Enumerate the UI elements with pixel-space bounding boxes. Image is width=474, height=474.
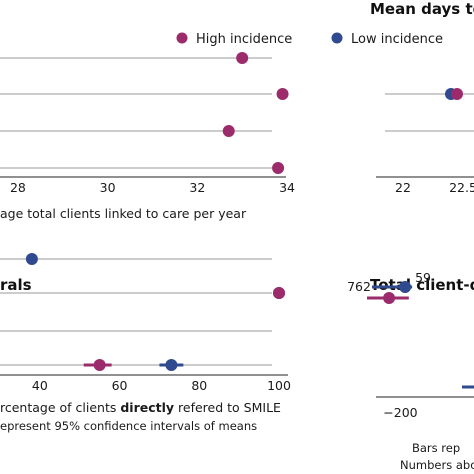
referrals-axis-label-part-1: rcentage of clients bbox=[0, 400, 120, 415]
clients-linked-axis-label: age total clients linked to care per yea… bbox=[0, 206, 247, 221]
directly-referred-tick-label: 80 bbox=[191, 378, 207, 393]
clients-linked-tick-label: 30 bbox=[100, 180, 116, 195]
total-client-days-point bbox=[399, 281, 412, 293]
directly-referred-tick-label: 60 bbox=[112, 378, 128, 393]
client-days-footnote-2: Numbers abo bbox=[400, 458, 474, 472]
total-client-days-tick-label: −200 bbox=[383, 405, 417, 420]
clients-linked-tick-label: 32 bbox=[189, 180, 205, 195]
clients-linked-tick-label: 34 bbox=[279, 180, 295, 195]
directly-referred-point bbox=[93, 359, 106, 371]
referrals-axis-label-part-2: directly bbox=[120, 400, 174, 415]
clients-linked-point bbox=[276, 88, 289, 100]
clients-linked-point bbox=[236, 52, 249, 64]
legend: High incidence Low incidence bbox=[176, 32, 443, 47]
referrals-axis-label: rcentage of clients directly refered to … bbox=[0, 400, 281, 415]
legend-high-marker bbox=[176, 32, 188, 44]
clients-linked-tick-label: 28 bbox=[10, 180, 26, 195]
total-client-days-point bbox=[383, 292, 396, 304]
legend-low-marker bbox=[331, 32, 343, 44]
mean-days-tick-label: 22 bbox=[395, 180, 411, 195]
clients-linked-point bbox=[222, 125, 235, 137]
directly-referred-tick-label: 40 bbox=[32, 378, 48, 393]
directly-referred-tick-label: 100 bbox=[267, 378, 291, 393]
legend-low-label: Low incidence bbox=[351, 32, 443, 47]
clients-linked-point bbox=[272, 162, 285, 174]
mean-days-point bbox=[451, 88, 463, 100]
panel-title-referrals: rals bbox=[0, 276, 32, 294]
directly-referred-point bbox=[165, 359, 178, 371]
panel-title-mean-days: Mean days to bbox=[370, 0, 474, 18]
panel-title-total-client-days: Total client-da bbox=[370, 276, 474, 294]
directly-referred-point bbox=[25, 253, 38, 265]
total-client-days-data-label: 762 bbox=[347, 279, 371, 294]
legend-high-label: High incidence bbox=[196, 32, 292, 47]
total-client-days-data-label: 59 bbox=[415, 270, 431, 285]
referrals-axis-label-part-3: refered to SMILE bbox=[174, 400, 281, 415]
referrals-note: epresent 95% confidence intervals of mea… bbox=[0, 419, 257, 433]
directly-referred-point bbox=[273, 287, 286, 299]
mean-days-tick-label: 22.5 bbox=[449, 180, 474, 195]
client-days-footnote-1: Bars rep bbox=[412, 441, 460, 455]
